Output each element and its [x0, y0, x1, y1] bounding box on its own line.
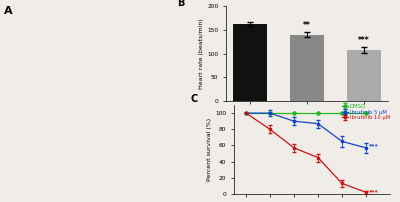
Text: ***: ***	[368, 189, 378, 194]
Y-axis label: Percent survival (%): Percent survival (%)	[208, 118, 212, 181]
X-axis label: Concentration of ibrutinib (μM): Concentration of ibrutinib (μM)	[258, 116, 356, 121]
Text: A: A	[4, 6, 13, 16]
Legend: DMSO, Ibrutinib 5 μM, Ibrutinib 10 μM: DMSO, Ibrutinib 5 μM, Ibrutinib 10 μM	[341, 103, 390, 121]
Y-axis label: Heart rate (beats/min): Heart rate (beats/min)	[199, 18, 204, 89]
Text: ***: ***	[368, 143, 378, 148]
Bar	[233, 24, 267, 101]
Text: **: **	[303, 21, 311, 30]
Bar	[290, 35, 324, 101]
Text: B: B	[177, 0, 185, 8]
Text: ***: ***	[358, 36, 370, 45]
Bar	[347, 50, 381, 101]
Text: C: C	[190, 94, 198, 104]
